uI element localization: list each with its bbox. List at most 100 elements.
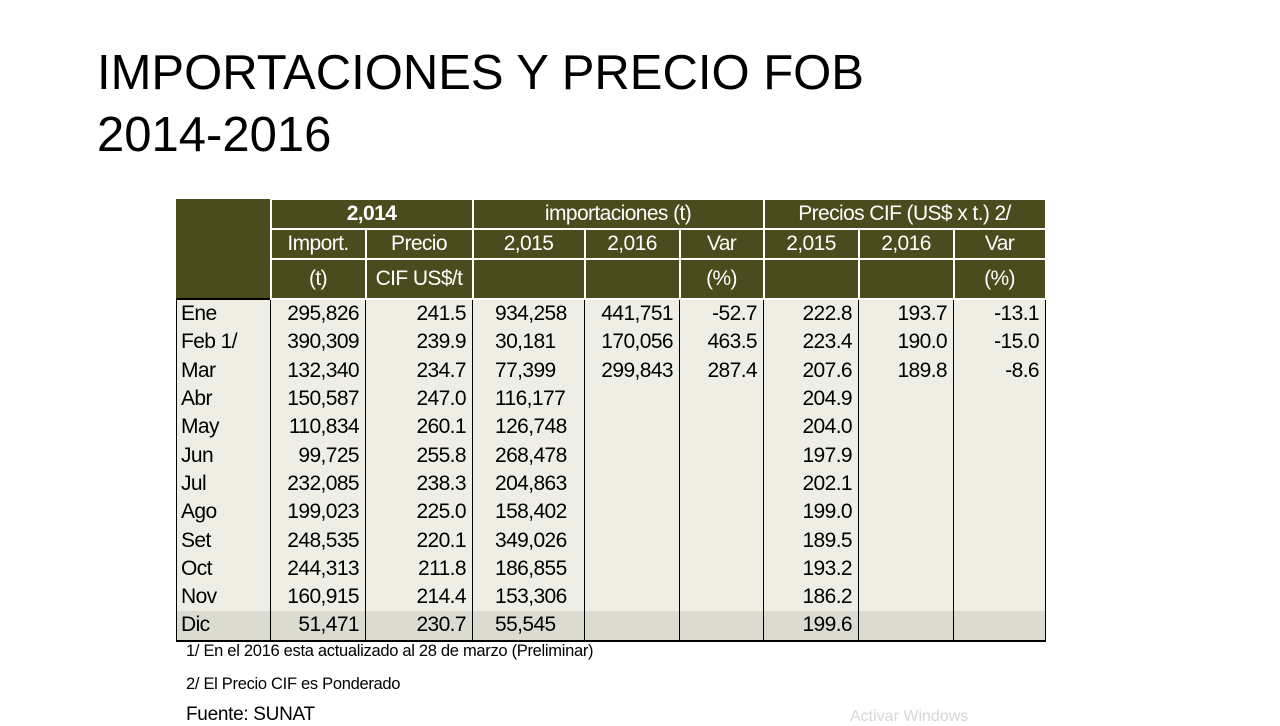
cell-pre-2015: 193.2 <box>763 554 860 583</box>
header-pre-var-unit: (%) <box>952 258 1047 300</box>
cell-precio-2014: 214.4 <box>365 582 473 612</box>
table-row: Nov 160,915 214.4 153,306 186.2 <box>176 582 1047 612</box>
cell-pre-var <box>953 582 1047 612</box>
cell-pre-var <box>953 498 1047 527</box>
cell-imp-2015: 30,181 <box>472 328 585 357</box>
cell-pre-2016 <box>858 611 955 642</box>
table-row: Set 248,535 220.1 349,026 189.5 <box>176 526 1047 555</box>
cell-imp-var <box>678 441 765 470</box>
cell-pre-2016: 189.8 <box>858 356 955 385</box>
cell-imp-var <box>678 498 765 527</box>
cell-imp-var: 287.4 <box>678 356 765 385</box>
cell-imp-2016 <box>584 582 680 612</box>
header-imp-2016: 2,016 <box>583 228 681 260</box>
cell-precio-2014: 230.7 <box>365 611 473 642</box>
cell-imp-2016: 170,056 <box>584 328 680 357</box>
cell-pre-2015: 197.9 <box>763 441 860 470</box>
cell-pre-2015: 199.0 <box>763 498 860 527</box>
cell-imp-2015: 55,545 <box>472 611 585 642</box>
table-row: Feb 1/390,309 239.9 30,181 170,056 463.5 223.… <box>176 328 1047 357</box>
table-row: Dic 51,471 230.7 55,545 199.6 <box>176 611 1047 642</box>
cell-imp-2016 <box>584 554 680 583</box>
cell-import-2014: 99,725 <box>270 441 366 470</box>
cell-precio-2014: 238.3 <box>365 469 473 499</box>
cell-imp-var <box>678 384 765 414</box>
cell-pre-var <box>953 413 1047 442</box>
header-import: Import. <box>269 228 367 260</box>
month-header-cell <box>176 198 271 300</box>
cell-pre-2015: 199.6 <box>763 611 860 642</box>
cell-pre-2016 <box>858 526 955 555</box>
cell-month: Feb 1/ <box>176 328 271 357</box>
table-row: Jun 99,725 255.8 268,478 197.9 <box>176 441 1047 470</box>
cell-imp-var <box>678 413 765 442</box>
cell-import-2014: 248,535 <box>270 526 366 555</box>
cell-pre-2016 <box>858 582 955 612</box>
header-imp-var: Var <box>678 228 765 260</box>
cell-import-2014: 295,826 <box>270 297 366 329</box>
header-pre-2015: 2,015 <box>762 228 860 260</box>
table-row: Oct 244,313 211.8 186,855 193.2 <box>176 554 1047 583</box>
cell-imp-2015: 204,863 <box>472 469 585 499</box>
cell-pre-2015: 202.1 <box>763 469 860 499</box>
cell-pre-var: -15.0 <box>953 328 1047 357</box>
cell-imp-2016 <box>584 413 680 442</box>
title-line-1: IMPORTACIONES Y PRECIO FOB <box>97 46 864 100</box>
cell-precio-2014: 225.0 <box>365 498 473 527</box>
header-import-unit: (t) <box>269 258 367 300</box>
header-imp-2016-unit <box>583 258 681 300</box>
table-row: May 110,834 260.1 126,748 204.0 <box>176 413 1047 442</box>
cell-imp-2016 <box>584 611 680 642</box>
header-imp-2015-unit <box>471 258 586 300</box>
header-precio-unit: CIF US$/t <box>364 258 474 300</box>
cell-imp-var: -52.7 <box>678 297 765 329</box>
cell-pre-var <box>953 554 1047 583</box>
cell-imp-var <box>678 582 765 612</box>
cell-import-2014: 132,340 <box>270 356 366 385</box>
header-imp-var-unit: (%) <box>678 258 765 300</box>
cell-imp-var: 463.5 <box>678 328 765 357</box>
cell-imp-2015: 349,026 <box>472 526 585 555</box>
cell-pre-2016 <box>858 441 955 470</box>
cell-imp-2016 <box>584 498 680 527</box>
header-precios-cif: Precios CIF (US$ x t.) 2/ <box>762 198 1047 230</box>
cell-pre-var <box>953 384 1047 414</box>
cell-imp-2016 <box>584 526 680 555</box>
header-row-units: (t) CIF US$/t (%) (%) <box>177 258 1047 300</box>
cell-imp-var <box>678 526 765 555</box>
cell-import-2014: 160,915 <box>270 582 366 612</box>
cell-imp-2015: 116,177 <box>472 384 585 414</box>
cell-precio-2014: 239.9 <box>365 328 473 357</box>
cell-pre-2015: 204.0 <box>763 413 860 442</box>
cell-month: Mar <box>176 356 271 385</box>
header-pre-2016: 2,016 <box>857 228 955 260</box>
cell-pre-2016 <box>858 498 955 527</box>
cell-month: Jul <box>176 469 271 499</box>
cell-pre-2015: 189.5 <box>763 526 860 555</box>
cell-month: May <box>176 413 271 442</box>
cell-month: Nov <box>176 582 271 612</box>
cell-pre-2016 <box>858 413 955 442</box>
cell-precio-2014: 211.8 <box>365 554 473 583</box>
cell-month: Dic <box>176 611 271 642</box>
header-precio: Precio <box>364 228 474 260</box>
title-line-2: 2014-2016 <box>97 108 332 162</box>
cell-import-2014: 199,023 <box>270 498 366 527</box>
cell-pre-2015: 222.8 <box>763 297 860 329</box>
cell-imp-2015: 153,306 <box>472 582 585 612</box>
header-pre-2016-unit <box>857 258 955 300</box>
cell-precio-2014: 260.1 <box>365 413 473 442</box>
footnote-1: 1/ En el 2016 esta actualizado al 28 de … <box>186 642 594 660</box>
header-imp-2015: 2,015 <box>471 228 586 260</box>
cell-imp-var <box>678 611 765 642</box>
cell-month: Ene <box>176 297 271 329</box>
table-row: Ago 199,023 225.0 158,402 199.0 <box>176 498 1047 527</box>
cell-pre-2016 <box>858 384 955 414</box>
cell-precio-2014: 220.1 <box>365 526 473 555</box>
cell-precio-2014: 241.5 <box>365 297 473 329</box>
cell-imp-2015: 126,748 <box>472 413 585 442</box>
cell-pre-2016 <box>858 554 955 583</box>
cell-pre-2015: 186.2 <box>763 582 860 612</box>
cell-imp-2016: 299,843 <box>584 356 680 385</box>
cell-imp-var <box>678 469 765 499</box>
